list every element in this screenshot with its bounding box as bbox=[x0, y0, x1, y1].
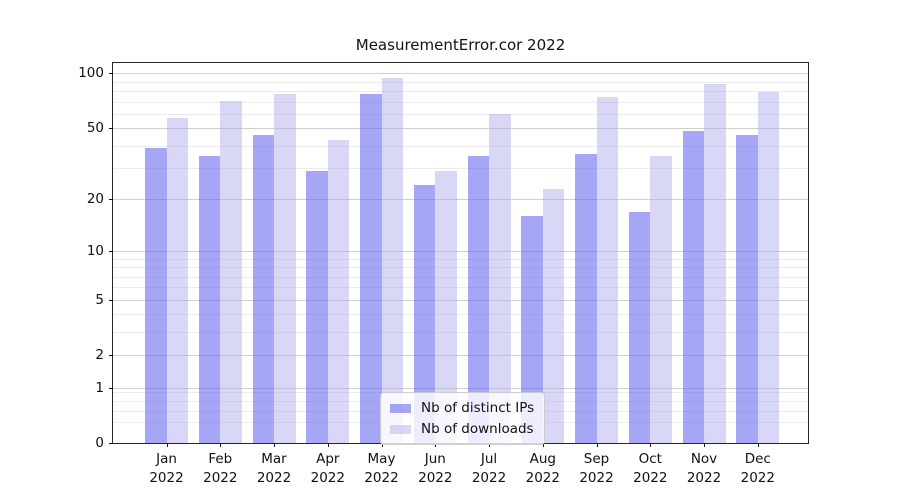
bar-apr-downloads bbox=[327, 139, 350, 443]
x-tick-label: Feb 2022 bbox=[203, 451, 238, 486]
x-tick-label: Sep 2022 bbox=[579, 451, 614, 486]
bar-sep-distinct-ips bbox=[575, 153, 597, 443]
gridline-major bbox=[113, 73, 808, 75]
y-tick-mark bbox=[109, 73, 113, 75]
x-tick-mark bbox=[489, 443, 490, 447]
x-tick-label: Oct 2022 bbox=[633, 451, 668, 486]
x-tick-label: May 2022 bbox=[364, 451, 399, 486]
y-tick-mark bbox=[109, 355, 113, 356]
bar-jun-downloads bbox=[435, 170, 457, 443]
gridline-minor bbox=[113, 101, 808, 103]
y-tick-label: 50 bbox=[86, 120, 104, 137]
gridline-minor bbox=[113, 267, 808, 268]
y-tick-label: 5 bbox=[95, 291, 104, 308]
y-tick-mark bbox=[109, 251, 113, 252]
x-tick-mark bbox=[166, 443, 168, 447]
gridline-minor bbox=[113, 258, 808, 260]
y-tick-mark bbox=[109, 199, 113, 201]
plot-area: 100 50 20 10 5 2 1 0 Jan 2022 Feb 2022 Mar 2022 Apr 202… bbox=[78, 62, 809, 486]
x-tick-mark bbox=[327, 443, 329, 447]
bar-mar-distinct-ips bbox=[252, 134, 274, 443]
bar-jan-distinct-ips bbox=[145, 147, 167, 443]
legend-swatch-downloads bbox=[390, 424, 411, 434]
y-tick-mark bbox=[109, 387, 113, 389]
gridline-minor bbox=[113, 168, 808, 169]
legend-label-distinct-ips: Nb of distinct IPs bbox=[421, 400, 535, 416]
gridline-minor bbox=[113, 287, 808, 289]
bar-nov-distinct-ips bbox=[682, 131, 704, 443]
x-tick-label: Jul 2022 bbox=[471, 451, 507, 486]
y-tick-label: 20 bbox=[86, 191, 104, 208]
gridline-major bbox=[113, 251, 808, 252]
legend-entry-distinct-ips: Nb of distinct IPs bbox=[390, 399, 534, 417]
bar-jun-distinct-ips bbox=[413, 185, 436, 443]
bar-may-downloads bbox=[381, 78, 403, 443]
gridline-major bbox=[113, 128, 808, 130]
bar-dec-downloads bbox=[757, 92, 780, 443]
bar-oct-distinct-ips bbox=[628, 211, 651, 443]
gridline-minor bbox=[113, 113, 808, 115]
y-tick-label: 10 bbox=[86, 243, 104, 259]
x-tick-label: Nov 2022 bbox=[686, 451, 722, 486]
bar-jul-downloads bbox=[489, 113, 511, 443]
gridline-major bbox=[113, 299, 808, 301]
gridline-minor bbox=[113, 81, 808, 83]
bar-may-distinct-ips bbox=[360, 94, 382, 443]
bar-feb-distinct-ips bbox=[198, 156, 221, 443]
y-tick-mark bbox=[109, 299, 113, 301]
x-tick-mark bbox=[381, 443, 383, 447]
x-tick-mark bbox=[542, 443, 544, 447]
bar-nov-downloads bbox=[704, 83, 726, 443]
gridline-minor bbox=[113, 145, 808, 147]
legend-swatch-distinct-ips bbox=[390, 403, 411, 413]
bar-mar-downloads bbox=[274, 94, 296, 443]
bar-jul-distinct-ips bbox=[467, 156, 489, 443]
y-tick-label: 100 bbox=[78, 65, 104, 82]
x-tick-label: Dec 2022 bbox=[740, 451, 775, 486]
gridline-minor bbox=[113, 314, 808, 316]
gridline-minor bbox=[113, 91, 808, 93]
gridline-major bbox=[113, 355, 808, 356]
x-tick-mark bbox=[757, 443, 759, 447]
bar-oct-downloads bbox=[650, 156, 672, 443]
x-tick-label: Jan 2022 bbox=[149, 451, 184, 486]
x-tick-mark bbox=[274, 443, 275, 447]
gridline-major bbox=[113, 199, 808, 201]
x-tick-mark bbox=[220, 443, 222, 447]
x-tick-mark bbox=[704, 443, 705, 447]
chart-title: MeasurementError.cor 2022 bbox=[355, 36, 566, 54]
x-tick-mark bbox=[596, 443, 598, 447]
bar-apr-distinct-ips bbox=[306, 170, 328, 443]
bar-aug-downloads bbox=[542, 188, 565, 443]
x-tick-label: Jun 2022 bbox=[418, 451, 453, 486]
y-tick-label: 2 bbox=[95, 347, 104, 363]
x-tick-label: Apr 2022 bbox=[310, 451, 345, 486]
legend: Nb of distinct IPs Nb of downloads bbox=[380, 392, 546, 445]
x-tick-label: Aug 2022 bbox=[525, 451, 560, 486]
y-tick-label: 0 bbox=[95, 435, 104, 451]
x-tick-label: Mar 2022 bbox=[256, 451, 292, 486]
y-tick-label: 1 bbox=[95, 379, 104, 396]
y-tick-mark bbox=[109, 443, 113, 444]
bar-dec-distinct-ips bbox=[736, 134, 758, 443]
gridline-major bbox=[113, 387, 808, 389]
bar-feb-downloads bbox=[220, 100, 242, 443]
x-tick-mark bbox=[435, 443, 437, 447]
bar-jan-downloads bbox=[166, 117, 188, 443]
legend-label-downloads: Nb of downloads bbox=[421, 421, 534, 437]
y-tick-mark bbox=[109, 128, 113, 130]
gridline-minor bbox=[113, 332, 808, 333]
gridline-minor bbox=[113, 276, 808, 278]
legend-entry-downloads: Nb of downloads bbox=[390, 420, 534, 438]
x-tick-mark bbox=[650, 443, 652, 447]
bar-aug-distinct-ips bbox=[521, 216, 543, 443]
bar-sep-downloads bbox=[596, 97, 618, 443]
